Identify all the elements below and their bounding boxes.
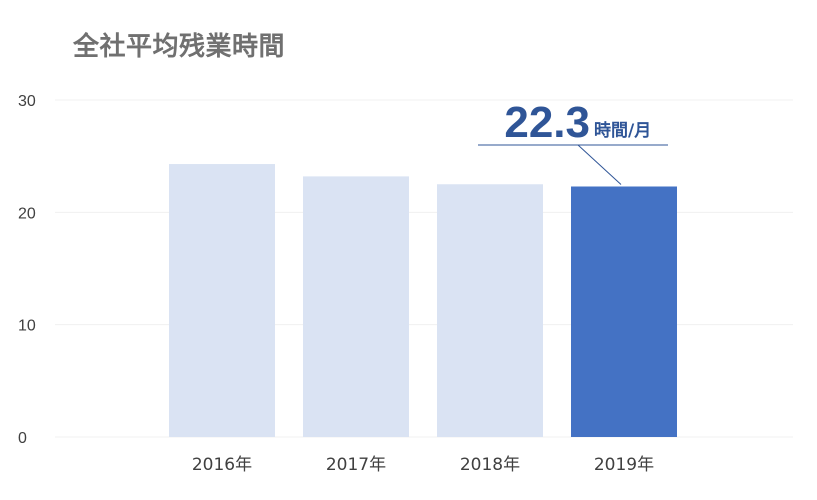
bar-2019: [571, 186, 677, 437]
chart-title: 全社平均残業時間: [73, 32, 286, 62]
y-tick-label: 0: [18, 430, 27, 447]
bar-2017: [303, 176, 409, 438]
y-tick-label: 30: [18, 93, 36, 110]
y-axis: 0 10 20 30: [18, 93, 36, 447]
callout-leader-line: [577, 144, 622, 185]
bar-2018: [437, 184, 543, 437]
value-callout: 22.3 時間/月: [478, 98, 668, 185]
x-axis: 2016年 2017年 2018年 2019年: [192, 455, 654, 475]
y-tick-label: 10: [18, 318, 36, 335]
bars: [169, 164, 677, 438]
x-tick-label: 2018年: [460, 455, 520, 475]
gridlines: [55, 99, 793, 438]
x-tick-label: 2016年: [192, 455, 252, 475]
x-tick-label: 2017年: [326, 455, 386, 475]
y-tick-label: 20: [18, 205, 36, 222]
callout-value: 22.3: [504, 98, 590, 147]
bar-2016: [169, 164, 275, 437]
callout-unit: 時間/月: [594, 120, 651, 141]
x-tick-label: 2019年: [594, 455, 654, 475]
